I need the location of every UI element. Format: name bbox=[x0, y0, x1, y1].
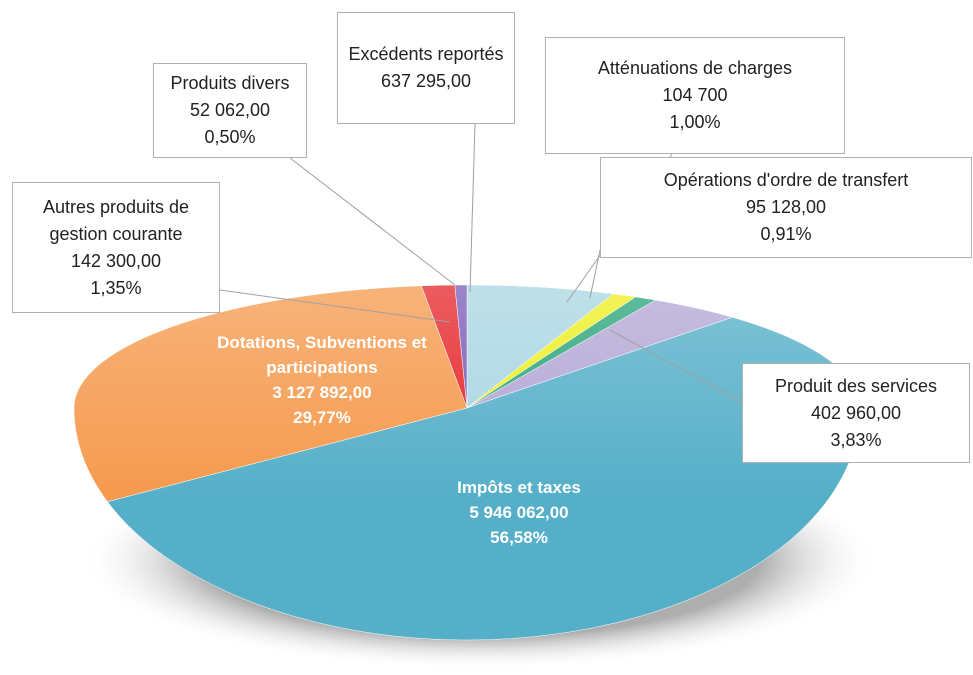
percent-label: 1,00% bbox=[669, 112, 721, 132]
value-label: 52 062,00 bbox=[189, 100, 271, 120]
category-label: Produits divers bbox=[170, 73, 290, 93]
percent-label: 1,35% bbox=[90, 277, 142, 298]
category-label: Atténuations de charges bbox=[597, 58, 793, 78]
category-label: Opérations d'ordre de transfert bbox=[663, 170, 909, 190]
data-label-box: Produit des services 402 960,00 3,83% bbox=[742, 363, 970, 463]
data-label: Impôts et taxes 5 946 062,00 56,58% bbox=[389, 475, 649, 550]
category-label: Impôts et taxes bbox=[457, 477, 581, 497]
data-label-box: Opérations d'ordre de transfert 95 128,00… bbox=[600, 157, 972, 258]
percent-label: 29,77% bbox=[293, 408, 351, 427]
category-label: Excédents reportés bbox=[348, 44, 504, 64]
value-label: 637 295,00 bbox=[380, 71, 472, 91]
value-label: 3 127 892,00 bbox=[272, 383, 372, 402]
category-label: Dotations, Subventions et participations bbox=[217, 333, 427, 377]
leader-line bbox=[219, 289, 451, 323]
data-label-box: Produits divers 52 062,00 0,50% bbox=[153, 63, 307, 158]
percent-label: 0,50% bbox=[204, 127, 256, 147]
data-label-box: Atténuations de charges 104 700 1,00% bbox=[545, 37, 845, 154]
data-label: Dotations, Subventions et participations… bbox=[207, 330, 437, 430]
leader-line bbox=[289, 157, 456, 286]
leader-line bbox=[589, 249, 601, 299]
value-label: 5 946 062,00 bbox=[469, 502, 569, 522]
pie-gloss bbox=[74, 285, 860, 640]
value-label: 95 128,00 bbox=[745, 197, 827, 217]
data-label-box: Autres produits de gestion courante 142 3… bbox=[12, 182, 220, 313]
category-label: Autres produits de gestion courante bbox=[42, 196, 190, 244]
data-label-box: Excédents reportés 637 295,00 bbox=[337, 12, 515, 124]
category-label: Produit des services bbox=[774, 375, 938, 396]
percent-label: 3,83% bbox=[830, 429, 882, 450]
leader-line bbox=[469, 123, 476, 293]
percent-label: 56,58% bbox=[490, 527, 548, 547]
value-label: 104 700 bbox=[662, 85, 728, 105]
leader-line bbox=[609, 329, 743, 403]
value-label: 142 300,00 bbox=[70, 250, 162, 271]
percent-label: 0,91% bbox=[760, 224, 812, 244]
value-label: 402 960,00 bbox=[810, 402, 902, 423]
